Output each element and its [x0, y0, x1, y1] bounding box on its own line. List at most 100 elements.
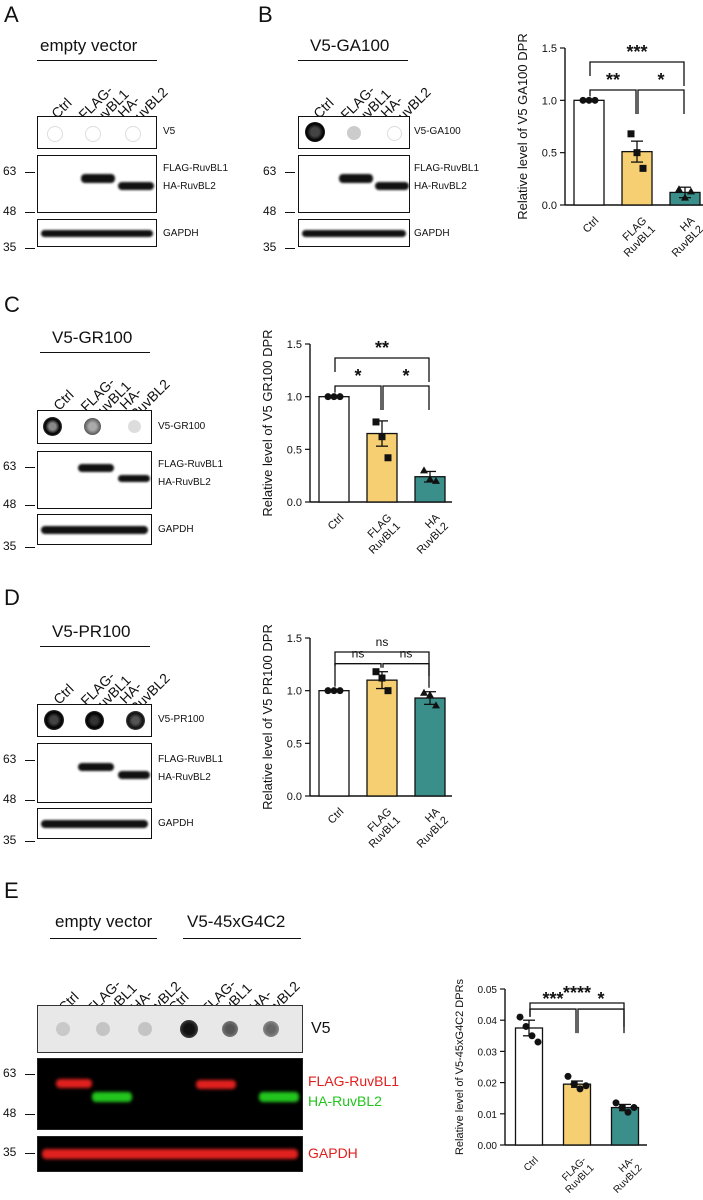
mw-63: 63	[3, 1066, 17, 1080]
x-tick-label-line: FLAG	[366, 512, 395, 541]
data-point	[336, 393, 344, 401]
data-point	[420, 466, 428, 474]
western-blot	[37, 743, 152, 803]
x-tick-label: FLAGRuvBL1	[613, 215, 658, 260]
v5-dot-blot	[37, 1005, 303, 1053]
y-tick-label: 0.0	[542, 200, 557, 212]
mw-35: 35	[3, 539, 17, 553]
dot-ctrl	[44, 710, 64, 730]
x-tick-label: Ctrl	[581, 215, 602, 236]
x-tick-label-line: HA	[423, 511, 443, 531]
panel-letter-c: C	[4, 292, 20, 317]
band-flag	[78, 464, 114, 472]
label-ha: HA-RuvBL2	[414, 181, 467, 192]
panel-e-title-right-line	[183, 938, 301, 939]
mw-tick	[285, 172, 295, 173]
label-v5: V5	[311, 1020, 331, 1037]
label-flag: FLAG-RuvBL1	[414, 163, 480, 174]
panel-letter-e: E	[4, 878, 19, 903]
data-point	[582, 1082, 590, 1090]
mw-tick	[25, 1114, 35, 1115]
y-tick-label: 0.5	[287, 738, 302, 750]
data-point	[585, 96, 593, 104]
panel-d-title: V5-PR100	[52, 622, 131, 641]
x-tick-label-line: RuvBL1	[564, 1162, 597, 1195]
data-point	[618, 1104, 626, 1112]
x-tick-label-line: Ctrl	[326, 806, 347, 827]
data-point	[336, 687, 344, 695]
panel-e-title-left-line	[50, 938, 157, 939]
mw-tick	[25, 760, 35, 761]
mw-tick	[25, 212, 35, 213]
panel-b-title: V5-GA100	[310, 36, 390, 55]
y-tick-label: 0.0	[287, 791, 302, 803]
data-point	[426, 690, 434, 698]
dot-flag	[84, 418, 101, 435]
x-tick-label: HARuvBL2	[406, 805, 451, 850]
panel-c-title-line	[40, 352, 150, 353]
gapdh-blot	[37, 1136, 303, 1172]
x-tick-label-line: FLAG	[621, 215, 650, 244]
mw-63: 63	[3, 752, 17, 766]
mw-tick	[25, 800, 35, 801]
data-point	[687, 187, 695, 195]
data-point	[576, 1085, 584, 1093]
data-point	[330, 687, 338, 695]
data-point	[570, 1080, 578, 1088]
x-tick-label: Ctrl	[326, 512, 347, 533]
data-point	[372, 418, 380, 426]
data-point	[627, 130, 635, 138]
mw-35: 35	[3, 833, 17, 847]
significance-bracket	[529, 1008, 577, 1034]
x-tick-label: Ctrl	[326, 806, 347, 827]
x-tick-label: HARuvBL2	[406, 511, 451, 556]
dot-ha	[138, 1022, 152, 1036]
mw-tick	[25, 1153, 35, 1154]
data-point	[639, 164, 647, 172]
dot-flag	[96, 1022, 110, 1036]
band-ha	[259, 1092, 299, 1102]
data-point	[330, 393, 338, 401]
v5-dot-blot	[37, 704, 152, 737]
gapdh-blot	[37, 808, 152, 839]
y-tick-label: 1.5	[287, 339, 302, 351]
v5-dot-blot	[37, 410, 152, 444]
dot-ctrl	[56, 1022, 70, 1036]
panel-letter-b: B	[258, 2, 273, 27]
label-gapdh: GAPDH	[158, 524, 194, 535]
significance-bracket	[637, 89, 685, 114]
significance-bracket	[589, 61, 685, 86]
label-ha: HA-RuvBL2	[158, 772, 211, 783]
band-flag	[56, 1079, 92, 1088]
western-blot	[37, 451, 152, 509]
label-flag: FLAG-RuvBL1	[308, 1073, 400, 1089]
label-v5: V5	[163, 126, 176, 137]
band-flag	[196, 1080, 236, 1089]
significance-label: ****	[563, 983, 591, 1003]
dot-ha	[125, 126, 141, 142]
data-point	[528, 1032, 536, 1040]
x-tick-label-line: RuvBL1	[622, 223, 658, 259]
significance-label: *	[597, 989, 604, 1009]
y-tick-label: 0.5	[542, 148, 557, 160]
panel-d-title-line	[40, 646, 150, 647]
y-tick-label: 0.02	[478, 1079, 498, 1090]
significance-label: ns	[352, 647, 365, 661]
band-gapdh	[41, 820, 148, 828]
label-gapdh: GAPDH	[158, 818, 194, 829]
y-tick-label: 1.0	[542, 95, 557, 107]
mw-63: 63	[263, 164, 277, 178]
significance-label: **	[375, 338, 389, 358]
y-tick-label: 0.05	[478, 985, 498, 996]
y-tick-label: 0.5	[287, 444, 302, 456]
significance-label: ns	[400, 647, 413, 661]
x-tick-label: FLAGRuvBL1	[358, 512, 403, 557]
bar	[669, 191, 701, 206]
significance-label: *	[354, 366, 361, 386]
significance-bracket	[334, 357, 430, 382]
dot-flag	[222, 1021, 238, 1037]
mw-48: 48	[3, 497, 17, 511]
label-gapdh: GAPDH	[308, 1145, 358, 1161]
y-axis-label: Relative level of V5-45xG4C2 DPRs	[454, 978, 466, 1155]
panel-letter-d: D	[4, 585, 20, 610]
